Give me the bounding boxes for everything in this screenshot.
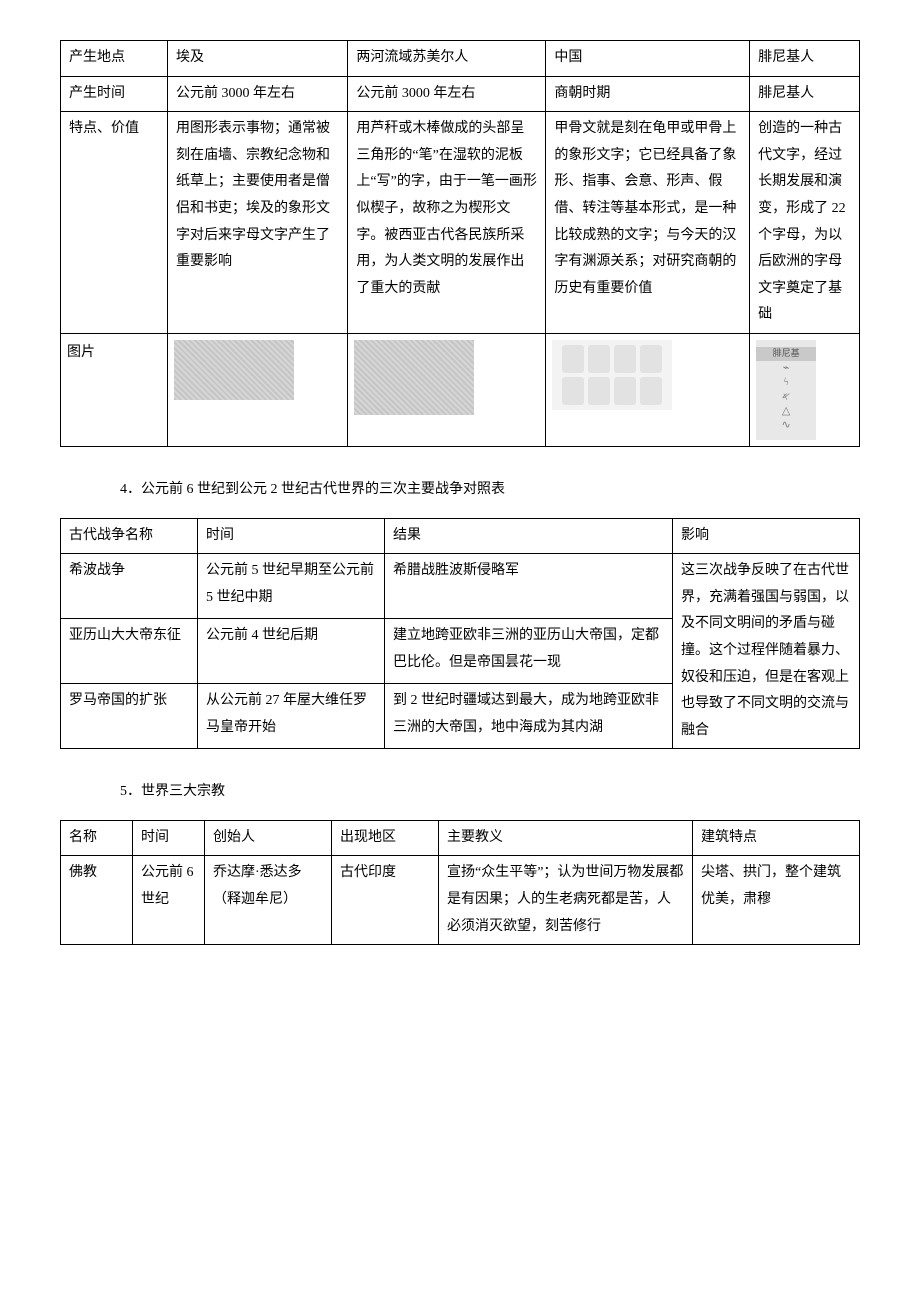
t1-row-label: 产生时间 — [61, 76, 168, 112]
t1-cell: 用芦秆或木棒做成的头部呈三角形的“笔”在湿软的泥板上“写”的字，由于一笔一画形似… — [348, 112, 546, 334]
t3-cell: 佛教 — [61, 856, 133, 945]
t2-cell: 建立地跨亚欧非三洲的亚历山大帝国，定都巴比伦。但是帝国昙花一现 — [385, 619, 673, 684]
t2-impact-cell: 这三次战争反映了在古代世界，充满着强国与弱国，以及不同文明间的矛盾与碰撞。这个过… — [673, 554, 860, 749]
phoenician-alphabet-image: 腓尼基 ⌁ϟ𐤀△∿ — [756, 340, 816, 440]
t1-row-label: 产生地点 — [61, 41, 168, 77]
t1-cell: 中国 — [546, 41, 750, 77]
world-religions-table: 名称 时间 创始人 出现地区 主要教义 建筑特点 佛教 公元前 6 世纪 乔达摩… — [60, 820, 860, 945]
t2-header: 古代战争名称 — [61, 518, 198, 554]
t2-cell: 从公元前 27 年屋大维任罗马皇帝开始 — [198, 684, 385, 749]
t3-cell: 宣扬“众生平等”；认为世间万物发展都是有因果；人的生老病死都是苦，人必须消灭欲望… — [439, 856, 693, 945]
t1-cell: 腓尼基人 — [750, 41, 860, 77]
t3-header: 主要教义 — [439, 820, 693, 856]
t1-cell: 两河流域苏美尔人 — [348, 41, 546, 77]
t1-cell: 埃及 — [168, 41, 348, 77]
t2-cell: 希波战争 — [61, 554, 198, 619]
t2-cell: 到 2 世纪时疆域达到最大，成为地跨亚欧非三洲的大帝国，地中海成为其内湖 — [385, 684, 673, 749]
t1-image-cell — [348, 333, 546, 446]
hieroglyph-image — [174, 340, 294, 400]
t3-cell: 公元前 6 世纪 — [133, 856, 205, 945]
t3-header: 名称 — [61, 820, 133, 856]
t1-image-cell — [546, 333, 750, 446]
t3-header: 时间 — [133, 820, 205, 856]
t1-image-cell: 腓尼基 ⌁ϟ𐤀△∿ — [750, 333, 860, 446]
section-4-title: 4．公元前 6 世纪到公元 2 世纪古代世界的三次主要战争对照表 — [120, 477, 860, 504]
t2-cell: 亚历山大大帝东征 — [61, 619, 198, 684]
oracle-bone-image — [552, 340, 672, 410]
t3-header: 出现地区 — [332, 820, 439, 856]
t1-cell: 用图形表示事物；通常被刻在庙墙、宗教纪念物和纸草上；主要使用者是僧侣和书吏；埃及… — [168, 112, 348, 334]
t2-cell: 公元前 4 世纪后期 — [198, 619, 385, 684]
t1-image-cell — [168, 333, 348, 446]
t2-cell: 希腊战胜波斯侵略军 — [385, 554, 673, 619]
t1-row-label: 特点、价值 — [61, 112, 168, 334]
t1-cell: 腓尼基人 — [750, 76, 860, 112]
t3-cell: 乔达摩·悉达多（释迦牟尼） — [205, 856, 332, 945]
t2-header: 结果 — [385, 518, 673, 554]
t1-cell: 商朝时期 — [546, 76, 750, 112]
t1-cell: 公元前 3000 年左右 — [348, 76, 546, 112]
t3-cell: 尖塔、拱门，整个建筑优美，肃穆 — [693, 856, 860, 945]
t1-cell: 创造的一种古代文字，经过长期发展和演变，形成了 22 个字母，为以后欧洲的字母文… — [750, 112, 860, 334]
t2-header: 影响 — [673, 518, 860, 554]
ancient-wars-table: 古代战争名称 时间 结果 影响 希波战争 公元前 5 世纪早期至公元前 5 世纪… — [60, 518, 860, 750]
ancient-scripts-table: 产生地点 埃及 两河流域苏美尔人 中国 腓尼基人 产生时间 公元前 3000 年… — [60, 40, 860, 447]
t3-header: 建筑特点 — [693, 820, 860, 856]
t2-header: 时间 — [198, 518, 385, 554]
t3-cell: 古代印度 — [332, 856, 439, 945]
t3-header: 创始人 — [205, 820, 332, 856]
t1-cell: 甲骨文就是刻在龟甲或甲骨上的象形文字；它已经具备了象形、指事、会意、形声、假借、… — [546, 112, 750, 334]
t1-cell: 公元前 3000 年左右 — [168, 76, 348, 112]
cuneiform-image — [354, 340, 474, 415]
t1-row-label: 图片 — [61, 333, 168, 446]
t2-cell: 公元前 5 世纪早期至公元前 5 世纪中期 — [198, 554, 385, 619]
t2-cell: 罗马帝国的扩张 — [61, 684, 198, 749]
section-5-title: 5．世界三大宗教 — [120, 779, 860, 806]
